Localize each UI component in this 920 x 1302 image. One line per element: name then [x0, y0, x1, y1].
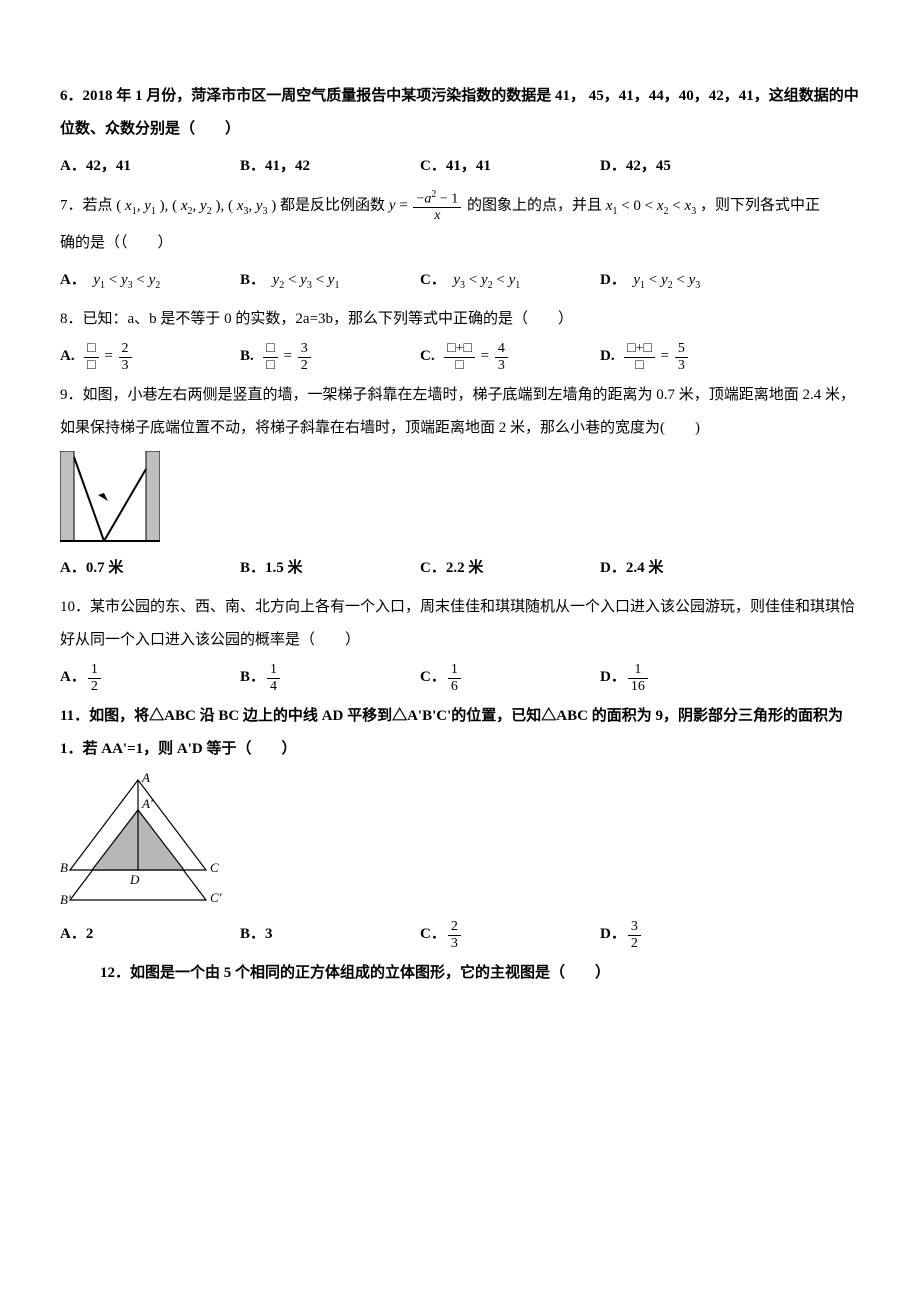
q7-func: y = [389, 198, 412, 214]
q9-opt-a: A．0.7 米 [60, 552, 240, 585]
q6-opt-a: A．42，41 [60, 150, 240, 183]
q11-svg-icon: A A' B B' C C' D [60, 772, 230, 912]
q11-label-c: C [210, 860, 219, 875]
q9-opt-c: C．2.2 米 [420, 552, 600, 585]
q7-line1: 7．若点 ( x1, y1 ), ( x2, y2 ), ( x3, y3 ) … [60, 189, 860, 223]
q7-mid1: 都是反比例函数 [280, 198, 385, 214]
q6-opt-b: B．41，42 [240, 150, 420, 183]
q7-points: ( x1, y1 ), ( x2, y2 ), ( x3, y3 ) [116, 198, 276, 214]
q10-opt-b: B．14 [240, 661, 420, 694]
q11-options: A．2 B．3 C．23 D．32 [60, 918, 860, 951]
q6-opt-c: C．41，41 [420, 150, 600, 183]
q11-text: 11．如图，将△ABC 沿 BC 边上的中线 AD 平移到△A'B'C'的位置，… [60, 700, 860, 766]
q10-opt-d: D．116 [600, 661, 780, 694]
q7-frac: −a2 − 1 x [413, 189, 461, 223]
q11-label-d: D [129, 872, 140, 887]
q11-figure: A A' B B' C C' D [60, 772, 860, 912]
q10-options: A．12 B．14 C．16 D．116 [60, 661, 860, 694]
q10-text: 10．某市公园的东、西、南、北方向上各有一个入口，周末佳佳和琪琪随机从一个入口进… [60, 591, 860, 657]
q7-frac-den: x [413, 208, 461, 223]
q8-opt-c: C. □+□□ = 43 [420, 340, 600, 373]
q9-opt-b: B．1.5 米 [240, 552, 420, 585]
q11-label-b: B [60, 860, 68, 875]
q7-pre: 7．若点 [60, 198, 113, 214]
q6-opt-d: D．42，45 [600, 150, 780, 183]
q7-line2: 确的是（（ ） [60, 227, 860, 260]
q11-label-ap: A' [141, 796, 153, 811]
q11-opt-a: A．2 [60, 918, 240, 951]
q7-frac-num: −a2 − 1 [413, 189, 461, 208]
q11-opt-c: C．23 [420, 918, 600, 951]
q8-opt-b: B. □□ = 32 [240, 340, 420, 373]
q7-opt-c: C． y3 < y2 < y1 [420, 264, 600, 297]
q9-options: A．0.7 米 B．1.5 米 C．2.2 米 D．2.4 米 [60, 552, 860, 585]
q8-text: 8．已知：a、b 是不等于 0 的实数，2a=3b，那么下列等式中正确的是（ ） [60, 303, 860, 336]
q6-options: A．42，41 B．41，42 C．41，41 D．42，45 [60, 150, 860, 183]
q7-mid3: ，则下列各式中正 [700, 198, 820, 214]
q10-opt-c: C．16 [420, 661, 600, 694]
q7-opt-b: B． y2 < y3 < y1 [240, 264, 420, 297]
q7-mid2: 的图象上的点，并且 [467, 198, 602, 214]
q11-opt-d: D．32 [600, 918, 780, 951]
q8-opt-d: D. □+□□ = 53 [600, 340, 780, 373]
q7-ineq: x1 < 0 < x2 < x3 [606, 198, 696, 214]
q9-svg-icon [60, 451, 160, 546]
q11-label-cp: C' [210, 890, 222, 905]
q11-label-bp: B' [60, 892, 71, 907]
q9-text: 9．如图，小巷左右两侧是竖直的墙，一架梯子斜靠在左墙时，梯子底端到左墙角的距离为… [60, 379, 860, 445]
q6-text: 6．2018 年 1 月份，菏泽市市区一周空气质量报告中某项污染指数的数据是 4… [60, 80, 860, 146]
q8-opt-a: A. □□ = 23 [60, 340, 240, 373]
q11-opt-b: B．3 [240, 918, 420, 951]
q10-opt-a: A．12 [60, 661, 240, 694]
q7-opt-a: A． y1 < y3 < y2 [60, 264, 240, 297]
q7-opt-d: D． y1 < y2 < y3 [600, 264, 780, 297]
q9-opt-d: D．2.4 米 [600, 552, 780, 585]
q11-label-a: A [141, 772, 150, 785]
q9-figure [60, 451, 860, 546]
q12-text: 12．如图是一个由 5 个相同的正方体组成的立体图形，它的主视图是（ ） [60, 957, 860, 990]
q7-options: A． y1 < y3 < y2 B． y2 < y3 < y1 C． y3 < … [60, 264, 860, 297]
q8-options: A. □□ = 23 B. □□ = 32 C. □+□□ = 43 D. □+… [60, 340, 860, 373]
